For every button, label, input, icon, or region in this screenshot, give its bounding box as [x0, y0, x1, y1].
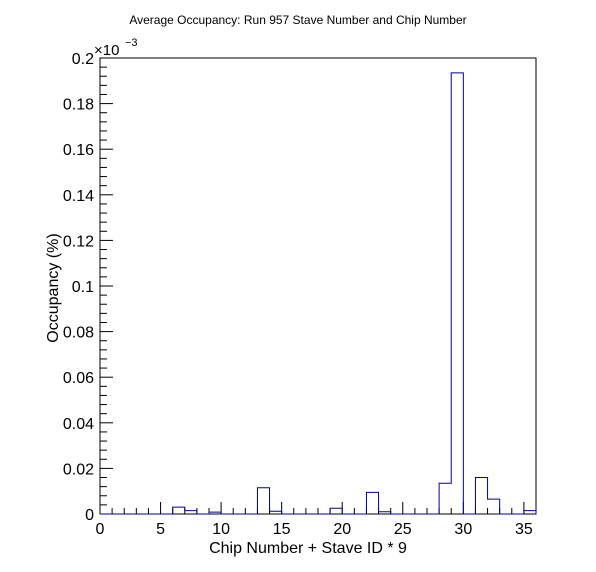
y-tick-label: 0.14 — [63, 188, 94, 205]
y-tick-label: 0.2 — [72, 51, 94, 68]
histogram-bin — [257, 488, 269, 514]
x-tick-label: 35 — [515, 521, 533, 538]
x-tick-label: 30 — [454, 521, 472, 538]
x-tick-label: 25 — [394, 521, 412, 538]
histogram-bin — [330, 508, 342, 514]
y-tick-label: 0.04 — [63, 416, 94, 433]
y-axis: 0 0.02 0.04 0.06 0.08 0.1 0.12 0.14 0.16 0.18 0.2 — [63, 51, 113, 524]
y-axis-title: Occupancy (%) — [45, 233, 62, 342]
y-tick-label: 0.08 — [63, 325, 94, 342]
y-tick-label: 0.12 — [63, 233, 94, 250]
x-axis: 0 5 10 15 20 25 30 35 — [96, 502, 537, 538]
y-tick-label: 0.16 — [63, 142, 94, 159]
y-axis-multiplier: ×10 −3 — [94, 37, 138, 59]
y-tick-label: 0.1 — [72, 279, 94, 296]
y-tick-label: 0.02 — [63, 461, 94, 478]
y-tick-label: 0.06 — [63, 370, 94, 387]
x-tick-label: 10 — [212, 521, 230, 538]
histogram-series — [100, 72, 537, 515]
y-axis-multiplier-exponent: −3 — [125, 37, 138, 49]
histogram-bin — [475, 478, 487, 514]
histogram-bin — [173, 507, 185, 514]
x-tick-label: 0 — [96, 521, 105, 538]
y-axis-multiplier-base: ×10 — [94, 42, 119, 59]
histogram-bin — [451, 73, 463, 514]
y-tick-label: 0.18 — [63, 97, 94, 114]
histogram-bin — [488, 499, 500, 514]
chart-title: Average Occupancy: Run 957 Stave Number … — [129, 13, 466, 27]
histogram-bins — [173, 73, 536, 514]
x-tick-label: 5 — [156, 521, 165, 538]
x-axis-title: Chip Number + Stave ID * 9 — [209, 540, 407, 557]
histogram-bin — [185, 511, 197, 514]
histogram-bin — [524, 511, 536, 514]
x-tick-label: 20 — [333, 521, 351, 538]
plot-frame — [99, 57, 537, 515]
histogram-bin — [366, 492, 378, 514]
x-tick-label: 15 — [273, 521, 291, 538]
histogram-bin — [439, 483, 451, 514]
y-tick-label: 0 — [85, 507, 94, 524]
